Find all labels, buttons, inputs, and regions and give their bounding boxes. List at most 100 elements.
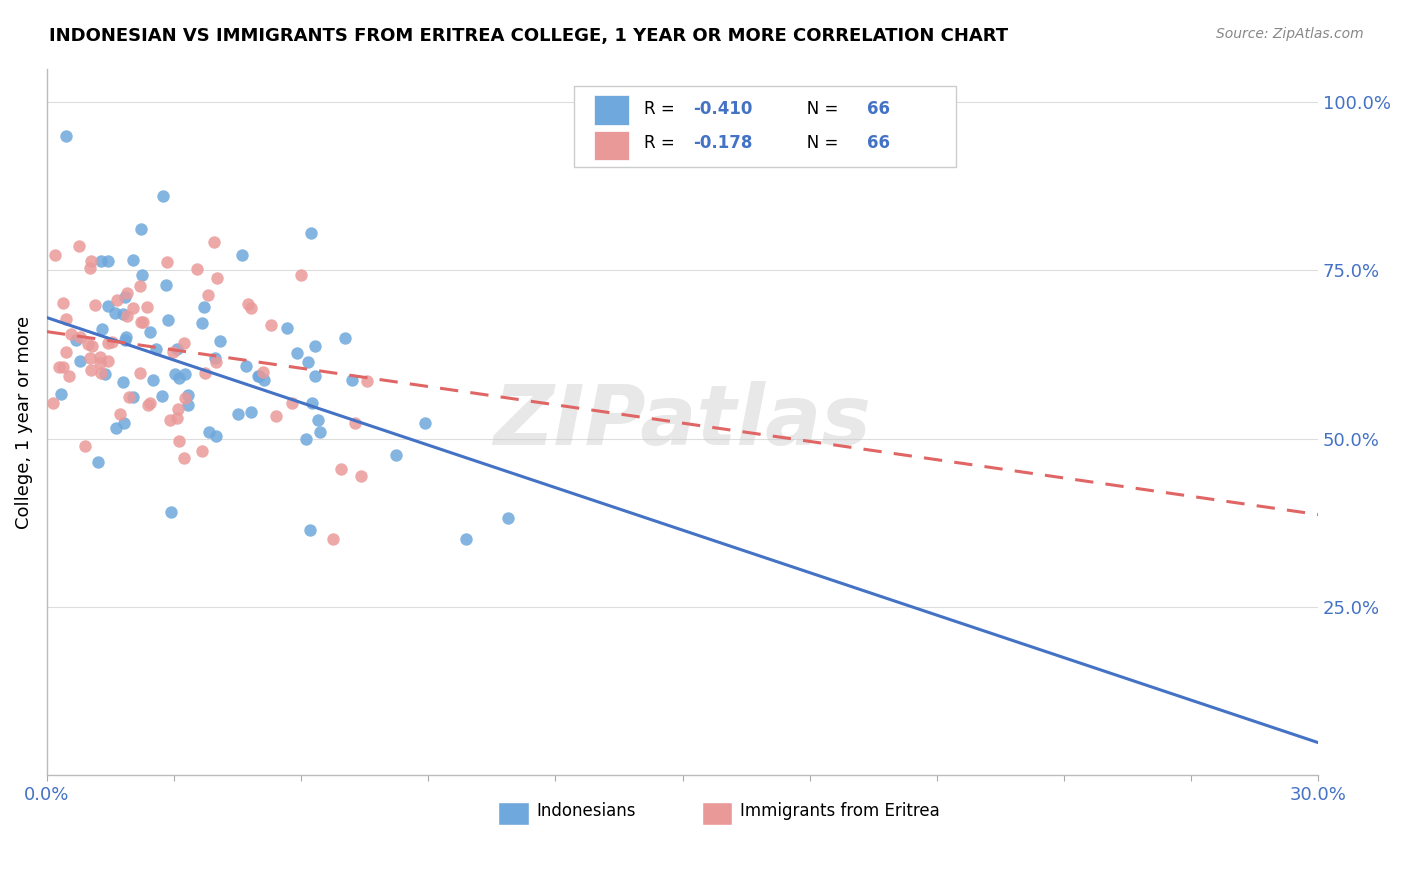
Point [167, 434, 190, 448]
Point [307, 412, 329, 426]
Point [235, 359, 257, 373]
Point [80, 339, 103, 353]
Point [118, 390, 141, 404]
Text: -0.178: -0.178 [693, 135, 752, 153]
Point [186, 261, 208, 276]
Text: 66: 66 [868, 100, 890, 119]
Point [356, 374, 378, 388]
Point [350, 469, 373, 483]
Point [84, 298, 107, 312]
Point [89, 351, 111, 365]
Point [159, 413, 181, 427]
Point [194, 366, 217, 380]
Point [87, 455, 110, 469]
Point [77, 336, 100, 351]
Point [340, 373, 363, 387]
Point [205, 429, 228, 443]
FancyBboxPatch shape [702, 802, 733, 825]
Point [139, 396, 162, 410]
Point [173, 336, 195, 351]
Point [110, 407, 132, 421]
Point [97, 353, 120, 368]
Point [247, 369, 270, 384]
Point [97, 253, 120, 268]
Point [152, 389, 174, 403]
Point [304, 369, 326, 384]
Point [121, 301, 143, 315]
Point [157, 312, 180, 326]
Point [136, 300, 159, 314]
Point [276, 321, 298, 335]
Point [69, 330, 91, 344]
Point [145, 342, 167, 356]
Point [132, 315, 155, 329]
Point [177, 388, 200, 402]
Point [90, 366, 112, 380]
Point [128, 279, 150, 293]
Point [111, 375, 134, 389]
Point [299, 524, 322, 538]
Point [163, 368, 186, 382]
FancyBboxPatch shape [593, 95, 628, 125]
Point [65, 333, 87, 347]
Point [48, 360, 70, 375]
Point [166, 402, 188, 417]
Point [197, 288, 219, 302]
Point [136, 398, 159, 412]
Point [114, 290, 136, 304]
Point [121, 252, 143, 267]
Text: Immigrants from Eritrea: Immigrants from Eritrea [740, 802, 939, 820]
Point [97, 299, 120, 313]
Text: Indonesians: Indonesians [536, 802, 636, 820]
Point [52, 295, 75, 310]
Point [343, 416, 366, 430]
Point [301, 396, 323, 410]
Point [79, 261, 101, 276]
Point [114, 333, 136, 347]
Point [90, 254, 112, 268]
Point [55, 128, 77, 143]
Point [80, 254, 103, 268]
Point [236, 297, 259, 311]
Point [167, 371, 190, 385]
Point [52, 359, 75, 374]
Point [90, 322, 112, 336]
Point [198, 425, 221, 439]
Point [67, 239, 90, 253]
Point [75, 439, 97, 453]
Point [115, 330, 138, 344]
FancyBboxPatch shape [593, 131, 628, 161]
Point [121, 390, 143, 404]
Point [252, 365, 274, 379]
Point [190, 316, 212, 330]
Text: INDONESIAN VS IMMIGRANTS FROM ERITREA COLLEGE, 1 YEAR OR MORE CORRELATION CHART: INDONESIAN VS IMMIGRANTS FROM ERITREA CO… [49, 27, 1008, 45]
Point [142, 373, 165, 387]
Point [44, 248, 66, 262]
Text: N =: N = [790, 100, 844, 119]
Point [231, 248, 253, 262]
Point [308, 425, 330, 439]
Point [496, 511, 519, 525]
Point [173, 391, 195, 405]
FancyBboxPatch shape [575, 87, 956, 168]
Point [69, 354, 91, 368]
Point [55, 344, 77, 359]
Point [205, 271, 228, 285]
Point [129, 315, 152, 329]
Point [79, 351, 101, 366]
Text: N =: N = [790, 135, 844, 153]
Point [104, 421, 127, 435]
Point [97, 336, 120, 351]
Text: 66: 66 [868, 135, 890, 153]
Point [160, 505, 183, 519]
Point [112, 417, 135, 431]
Point [104, 306, 127, 320]
Point [333, 331, 356, 345]
Text: R =: R = [644, 100, 681, 119]
Point [330, 462, 353, 476]
Point [129, 222, 152, 236]
Point [173, 367, 195, 381]
Point [285, 346, 308, 360]
Point [111, 307, 134, 321]
Point [281, 395, 304, 409]
